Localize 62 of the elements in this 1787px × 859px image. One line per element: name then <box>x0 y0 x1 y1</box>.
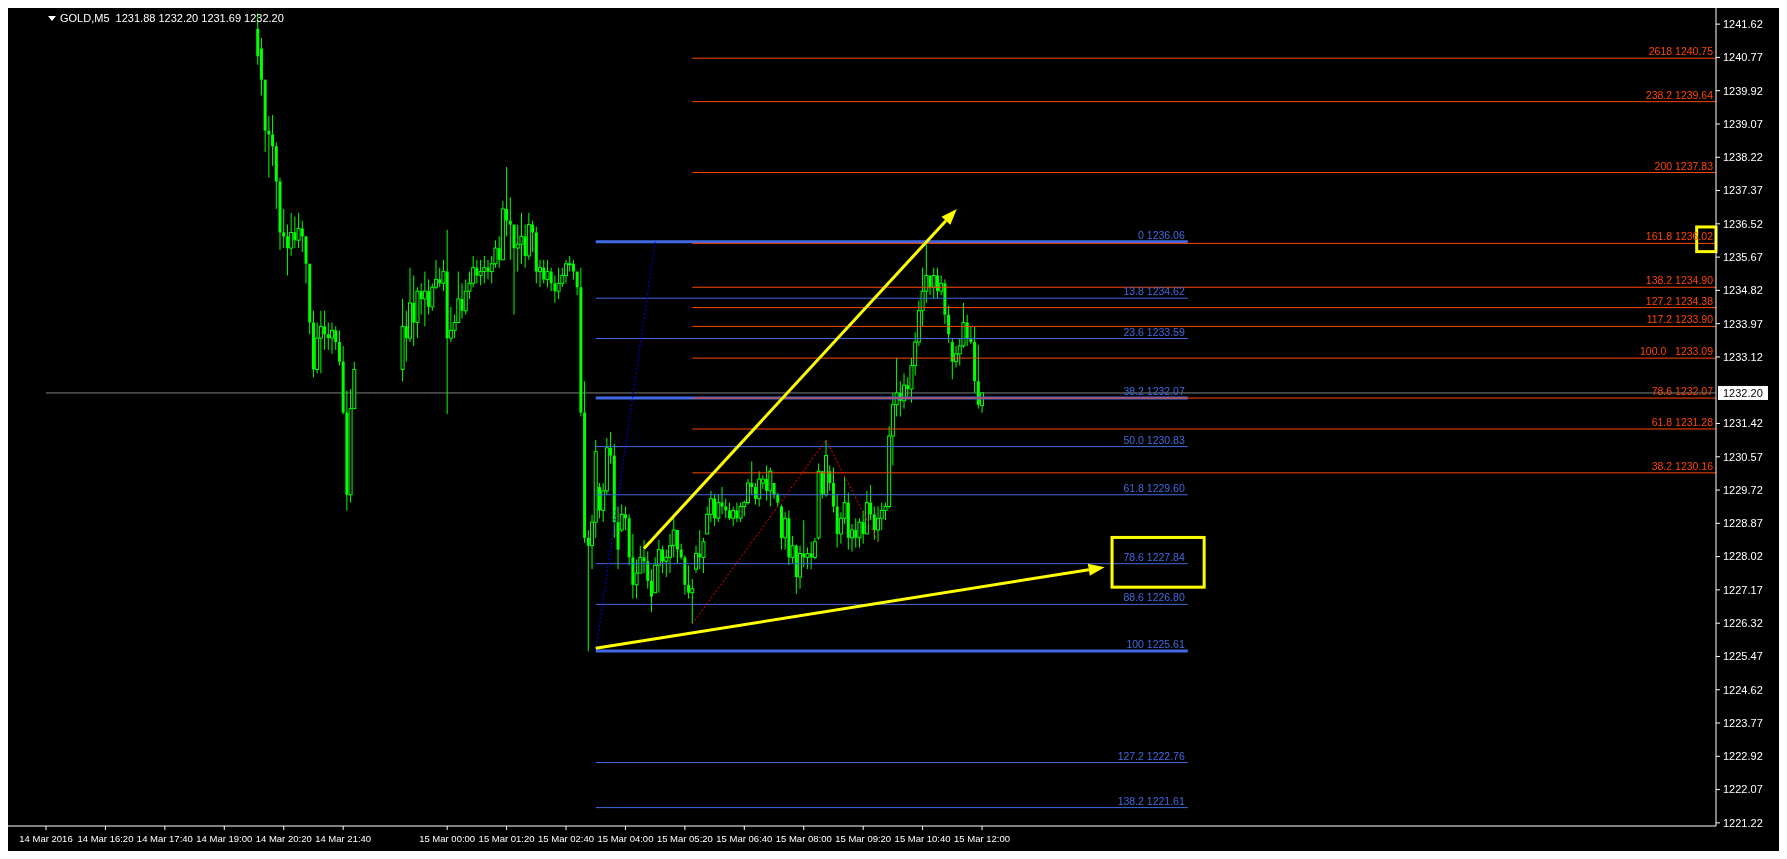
y-tick-label: 1231.42 <box>1723 417 1763 430</box>
x-tick-label: 14 Mar 19:00 <box>196 833 253 844</box>
x-tick-label: 15 Mar 10:40 <box>894 833 951 844</box>
annotation: 0 1236.06 <box>1138 228 1185 241</box>
x-tick-label: 14 Mar 2016 <box>19 833 73 844</box>
annotation: 100 1225.61 <box>1126 637 1185 650</box>
x-tick-label: 15 Mar 01:20 <box>478 833 535 844</box>
annotation: 50.0 1230.83 <box>1123 433 1185 446</box>
x-tick-label: 14 Mar 21:40 <box>315 833 372 844</box>
x-tick-label: 15 Mar 02:40 <box>538 833 595 844</box>
y-tick-label: 1227.17 <box>1723 583 1763 596</box>
annotation: 127.2 1234.38 <box>1645 294 1714 307</box>
y-tick-label: 1240.77 <box>1723 51 1763 64</box>
y-tick-label: 1230.57 <box>1723 450 1763 463</box>
y-tick-label: 1238.22 <box>1723 151 1763 164</box>
x-tick-label: 15 Mar 08:00 <box>775 833 832 844</box>
x-tick-label: 15 Mar 00:00 <box>419 833 476 844</box>
annotation: 38.2 1230.16 <box>1651 459 1714 472</box>
y-tick-label: 1234.82 <box>1723 284 1763 297</box>
y-tick-label: 1224.62 <box>1723 683 1763 696</box>
y-tick-label: 1226.32 <box>1723 617 1763 630</box>
ref-line-label: 1232.20 <box>1723 386 1763 399</box>
x-tick-label: 15 Mar 04:00 <box>597 833 654 844</box>
y-tick-label: 1225.47 <box>1723 650 1763 663</box>
annotation: 78.6 1232.07 <box>1651 385 1714 398</box>
y-tick-label: 1241.62 <box>1723 17 1763 30</box>
x-tick-label: 15 Mar 06:40 <box>716 833 773 844</box>
x-tick-label: 15 Mar 05:20 <box>656 833 713 844</box>
y-tick-label: 1233.97 <box>1723 317 1763 330</box>
y-tick-label: 1236.52 <box>1723 217 1763 230</box>
annotation: 100.0 1233.09 <box>1640 345 1714 358</box>
annotation: 61.8 1229.60 <box>1123 481 1185 494</box>
annotation: 23.6 1233.59 <box>1123 325 1185 338</box>
annotation: 88.6 1226.80 <box>1123 591 1185 604</box>
y-tick-label: 1237.37 <box>1723 184 1763 197</box>
x-tick-label: 15 Mar 09:20 <box>835 833 892 844</box>
annotation: 200 1237.83 <box>1654 159 1714 172</box>
x-tick-label: 15 Mar 12:00 <box>954 833 1011 844</box>
y-tick-label: 1229.72 <box>1723 483 1763 496</box>
annotation: 127.2 1222.76 <box>1117 749 1185 762</box>
annotation: 138.2 1234.90 <box>1645 274 1714 287</box>
annotation: 238.2 1239.64 <box>1645 88 1714 101</box>
y-tick-label: 1228.87 <box>1723 517 1763 530</box>
y-tick-label: 1239.07 <box>1723 117 1763 130</box>
annotation: 38.2 1232.07 <box>1123 385 1185 398</box>
y-tick-label: 1221.22 <box>1723 816 1763 829</box>
x-tick-label: 14 Mar 17:40 <box>136 833 193 844</box>
annotation: 117.2 1233.90 <box>1646 313 1714 326</box>
y-tick-label: 1239.92 <box>1723 84 1763 97</box>
annotation: 78.6 1227.84 <box>1123 550 1185 563</box>
annotation: 138.2 1221.61 <box>1117 794 1185 807</box>
y-tick-label: 1223.77 <box>1723 716 1763 729</box>
x-tick-label: 14 Mar 16:20 <box>77 833 134 844</box>
y-tick-label: 1228.02 <box>1723 550 1763 563</box>
y-tick-label: 1222.92 <box>1723 750 1763 763</box>
annotation: 13.8 1234.62 <box>1123 285 1185 298</box>
y-tick-label: 1222.07 <box>1723 783 1763 796</box>
x-tick-label: 14 Mar 20:20 <box>255 833 312 844</box>
annotation: 2618 1240.75 <box>1648 45 1714 58</box>
y-tick-label: 1235.67 <box>1723 250 1763 263</box>
annotation: 61.8 1231.28 <box>1651 415 1714 428</box>
y-tick-label: 1233.12 <box>1723 350 1763 363</box>
